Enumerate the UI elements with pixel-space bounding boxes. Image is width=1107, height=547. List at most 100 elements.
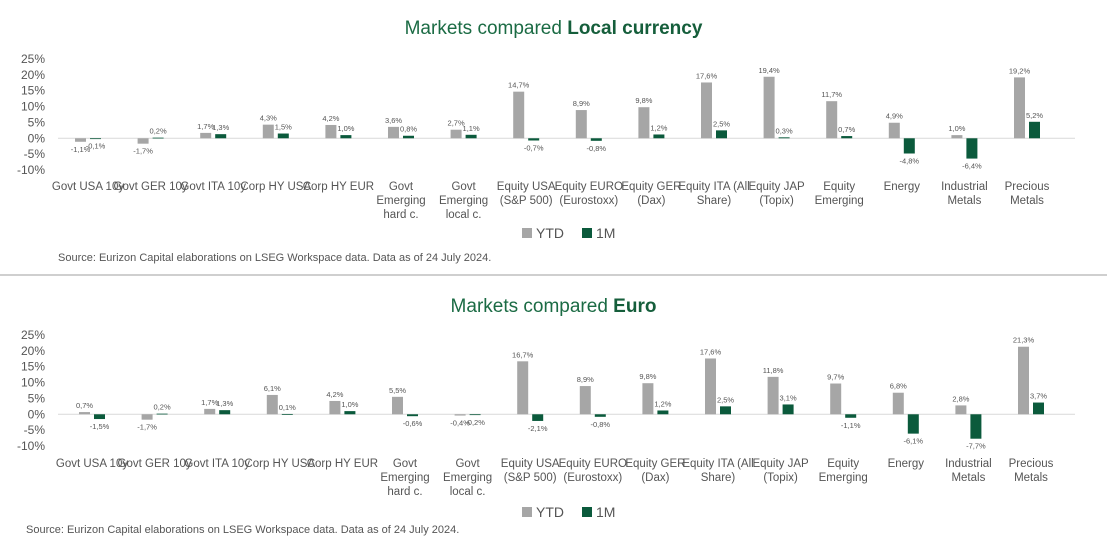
data-label: 5,5% bbox=[389, 386, 406, 395]
data-label: -1,1% bbox=[841, 421, 861, 430]
chart-title: Markets compared Local currency bbox=[404, 18, 703, 39]
bar-1m bbox=[716, 130, 727, 139]
bar-1m bbox=[590, 138, 602, 141]
data-label: 4,3% bbox=[260, 114, 277, 123]
category-label: Equity USA (S&P 500) bbox=[501, 458, 560, 484]
bar-ytd bbox=[75, 138, 86, 142]
data-label: 1,0% bbox=[948, 124, 965, 133]
bar-ytd bbox=[951, 135, 963, 139]
category-label: Govt Emerging hard c. bbox=[376, 181, 425, 221]
bar-1m bbox=[903, 138, 915, 154]
data-label: -2,1% bbox=[528, 424, 548, 433]
y-tick-label: -5% bbox=[24, 147, 46, 161]
y-tick-label: 0% bbox=[28, 407, 46, 421]
y-tick-label: 20% bbox=[21, 344, 45, 358]
legend-swatch-1m bbox=[582, 228, 592, 238]
legend-swatch-ytd bbox=[522, 228, 532, 238]
data-label: 0,7% bbox=[838, 125, 855, 134]
bar-ytd bbox=[454, 414, 466, 416]
data-label: 1,3% bbox=[216, 399, 233, 408]
bar-1m bbox=[653, 134, 665, 139]
category-label: Precious Metals bbox=[1009, 458, 1054, 484]
category-label: Govt Emerging hard c. bbox=[380, 458, 429, 498]
data-label: -1,5% bbox=[90, 422, 110, 431]
data-label: 3,6% bbox=[385, 116, 402, 125]
bar-1m bbox=[403, 135, 414, 139]
data-label: 2,5% bbox=[717, 395, 734, 404]
y-tick-label: -5% bbox=[24, 423, 46, 437]
bar-1m bbox=[907, 414, 919, 434]
data-label: 1,7% bbox=[197, 122, 214, 131]
data-label: -0,6% bbox=[403, 419, 423, 428]
data-label: 21,3% bbox=[1013, 336, 1035, 345]
data-label: 2,5% bbox=[713, 119, 730, 128]
bar-ytd bbox=[1018, 346, 1029, 415]
bar-1m bbox=[970, 414, 982, 439]
data-label: 2,8% bbox=[952, 394, 969, 403]
data-label: -6,1% bbox=[904, 437, 924, 446]
bar-ytd bbox=[701, 82, 712, 139]
legend-label: YTD bbox=[536, 225, 564, 241]
data-label: 0,1% bbox=[279, 403, 296, 412]
data-label: 8,9% bbox=[577, 375, 594, 384]
data-label: 6,8% bbox=[890, 382, 907, 391]
bar-ytd bbox=[767, 376, 779, 415]
bar-1m bbox=[845, 414, 857, 418]
bar-1m bbox=[277, 133, 289, 139]
y-tick-label: 5% bbox=[28, 391, 46, 405]
bar-1m bbox=[215, 134, 227, 139]
category-label: Equity Emerging bbox=[815, 181, 864, 207]
data-label: 1,5% bbox=[275, 123, 292, 132]
y-tick-label: 25% bbox=[21, 52, 45, 66]
bar-ytd bbox=[204, 408, 216, 415]
data-label: 19,2% bbox=[1009, 66, 1031, 75]
chart-panel-euro: Markets compared Euro 25% 20% 15% 10% 5% 0% -5… bbox=[0, 278, 1107, 547]
source-note: Source: Eurizon Capital elaborations on … bbox=[58, 252, 492, 264]
data-label: 9,8% bbox=[635, 96, 652, 105]
y-tick-label: -10% bbox=[17, 163, 45, 177]
category-label: Equity EURO (Eurostoxx) bbox=[559, 458, 627, 484]
data-label: 5,2% bbox=[1026, 111, 1043, 120]
data-label: -6,4% bbox=[962, 162, 982, 171]
category-label: Equity ITA (All Share) bbox=[678, 181, 749, 207]
bar-1m bbox=[594, 414, 606, 417]
data-label: 0,8% bbox=[400, 125, 417, 134]
data-label: -0,2% bbox=[465, 418, 485, 427]
data-label: 1,2% bbox=[650, 123, 667, 132]
bar-ytd bbox=[955, 405, 967, 415]
data-label: 9,7% bbox=[827, 373, 844, 382]
bar-ytd bbox=[513, 91, 525, 139]
data-label: 16,7% bbox=[512, 350, 534, 359]
data-label: 2,7% bbox=[448, 119, 465, 128]
legend-swatch-ytd bbox=[522, 507, 532, 517]
data-label: 3,1% bbox=[780, 393, 797, 402]
bar-ytd bbox=[892, 392, 904, 415]
bar-ytd bbox=[266, 394, 278, 415]
category-label: Equity GER (Dax) bbox=[625, 458, 685, 484]
bar-ytd bbox=[1014, 77, 1025, 139]
category-label: Corp HY EUR bbox=[307, 458, 378, 470]
bar-1m bbox=[281, 413, 293, 415]
bar-1m bbox=[94, 414, 105, 420]
bar-1m bbox=[156, 413, 168, 415]
data-label: -1,7% bbox=[137, 423, 157, 432]
category-label: Corp HY USA bbox=[240, 181, 311, 193]
bar-ytd bbox=[79, 412, 90, 415]
category-label: Govt Emerging local c. bbox=[439, 181, 488, 221]
data-label: 6,1% bbox=[264, 384, 281, 393]
bar-ytd bbox=[137, 138, 149, 144]
y-tick-label: 15% bbox=[21, 360, 45, 374]
category-label: Govt Emerging local c. bbox=[443, 458, 492, 498]
bar-chart-euro: 25% 20% 15% 10%5% 0% -5% -10% 0,7% -1,5% Govt USA… bbox=[17, 328, 1075, 520]
data-label: -0,4% bbox=[450, 419, 470, 428]
y-tick-label: 0% bbox=[28, 131, 46, 145]
category-label: Corp HY EUR bbox=[303, 181, 374, 193]
category-label: Govt GER 10y bbox=[114, 181, 188, 193]
data-label: 19,4% bbox=[758, 66, 780, 75]
y-tick-label: 10% bbox=[21, 100, 45, 114]
data-label: 1,2% bbox=[654, 399, 671, 408]
data-label: 4,2% bbox=[326, 390, 343, 399]
data-label: -0,8% bbox=[587, 144, 607, 153]
bar-ytd bbox=[388, 126, 399, 139]
data-label: 1,0% bbox=[341, 400, 358, 409]
